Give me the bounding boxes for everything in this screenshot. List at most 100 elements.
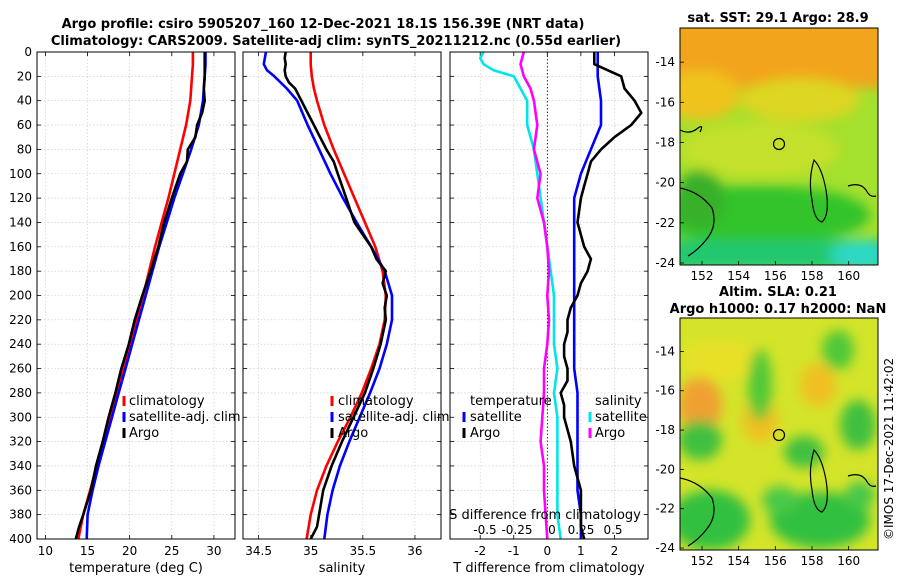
legend-satellite: satellite-adj. clim bbox=[338, 410, 450, 425]
x-tick-label: 1 bbox=[577, 544, 585, 558]
y-tick-label: 380 bbox=[9, 508, 32, 522]
series-line-s-diff-argo bbox=[519, 52, 551, 539]
y-tick-label: 120 bbox=[9, 191, 32, 205]
series-line-climatology bbox=[305, 52, 388, 539]
legend-argo: Argo bbox=[129, 426, 159, 441]
map-x-tick-label: 156 bbox=[764, 554, 787, 568]
legend-t-satellite: satellite bbox=[470, 410, 522, 425]
x-tick-label: 36 bbox=[407, 544, 422, 558]
y-tick-label: 300 bbox=[9, 410, 32, 424]
y-tick-label: 200 bbox=[9, 289, 32, 303]
map-y-tick-label: -16 bbox=[655, 95, 675, 109]
y-tick-label: 400 bbox=[9, 532, 32, 546]
map-y-tick-label: -18 bbox=[655, 135, 675, 149]
legend-t-argo: Argo bbox=[470, 426, 500, 441]
series-line-t-diff-argo bbox=[559, 52, 643, 539]
x-tick-label: 30 bbox=[206, 544, 221, 558]
y-tick-label: 0 bbox=[24, 45, 32, 59]
legend-s-satellite: satellite bbox=[595, 410, 647, 425]
x-tick-label: 0 bbox=[544, 544, 552, 558]
x-tick-label: 25 bbox=[164, 544, 179, 558]
sst-map-title: sat. SST: 29.1 Argo: 28.9 bbox=[687, 11, 868, 26]
x-tick-label: 15 bbox=[80, 544, 95, 558]
y-tick-label: 360 bbox=[9, 483, 32, 497]
sla-map-title: Altim. SLA: 0.21 bbox=[719, 285, 837, 300]
x-axis-label: T difference from climatology bbox=[452, 561, 645, 576]
map-y-tick-label: -24 bbox=[655, 256, 675, 270]
argo-marker-sst bbox=[772, 137, 786, 151]
y-tick-label: 340 bbox=[9, 459, 32, 473]
x-tick-label: 2 bbox=[611, 544, 619, 558]
y-tick-label: 320 bbox=[9, 435, 32, 449]
map-x-tick-label: 152 bbox=[691, 554, 714, 568]
y-tick-label: 160 bbox=[9, 240, 32, 254]
map-x-tick-label: 158 bbox=[801, 554, 824, 568]
x-tick-label: -1 bbox=[508, 544, 520, 558]
x-tick-label: -2 bbox=[474, 544, 486, 558]
secondary-axis-label: S difference from climatology bbox=[449, 508, 641, 523]
sst-map bbox=[680, 28, 878, 265]
legend-climatology: climatology bbox=[129, 394, 205, 409]
legend-satellite: satellite-adj. clim bbox=[129, 410, 241, 425]
map-y-tick-label: -14 bbox=[655, 344, 675, 358]
map-x-tick-label: 152 bbox=[691, 269, 714, 283]
map-x-tick-label: 158 bbox=[801, 269, 824, 283]
series-line-argo bbox=[283, 52, 389, 539]
salinity-legend: climatology satellite-adj. clim Argo bbox=[330, 394, 450, 441]
sst-map-axes: 152 154 156 158 160 -14 -16 -18 -20 -22 -24 bbox=[655, 55, 860, 283]
y-tick-label: 40 bbox=[17, 94, 32, 108]
legend-salinity-title: salinity bbox=[595, 394, 642, 409]
sla-map bbox=[680, 318, 878, 550]
x-axis-label: salinity bbox=[319, 561, 366, 576]
map-y-tick-label: -16 bbox=[655, 384, 675, 398]
map-x-tick-label: 154 bbox=[727, 269, 750, 283]
sla-map-subtitle: Argo h1000: 0.17 h2000: NaN bbox=[670, 302, 887, 317]
temperature-panel: 0 20 40 60 80 100 120 140 160 180 200 220 240 260 280 3… bbox=[9, 45, 236, 576]
map-x-tick-label: 154 bbox=[727, 554, 750, 568]
y-tick-label: 240 bbox=[9, 337, 32, 351]
s-tick: 0.25 bbox=[568, 523, 595, 537]
y-tick-label: 140 bbox=[9, 215, 32, 229]
y-tick-label: 60 bbox=[17, 118, 32, 132]
x-tick-label: 20 bbox=[122, 544, 137, 558]
difference-legend: temperature satellite Argo salinity sate… bbox=[462, 394, 647, 441]
y-tick-label: 100 bbox=[9, 167, 32, 181]
map-y-tick-label: -22 bbox=[655, 216, 675, 230]
map-y-tick-label: -20 bbox=[655, 176, 675, 190]
map-y-tick-label: -24 bbox=[655, 541, 675, 555]
map-x-tick-label: 160 bbox=[837, 554, 860, 568]
y-tick-label: 280 bbox=[9, 386, 32, 400]
difference-panel: -2 -1 0 1 2 T difference from climatology bbox=[449, 51, 649, 576]
sla-map-axes: 152 154 156 158 160 -14 -16 -18 -20 -22 -24 bbox=[655, 344, 860, 568]
x-tick-label: 10 bbox=[38, 544, 53, 558]
map-x-tick-label: 156 bbox=[764, 269, 787, 283]
salinity-panel: 34.5 35 35.5 36 salinity bbox=[242, 51, 442, 576]
map-y-tick-label: -22 bbox=[655, 502, 675, 516]
y-tick-label: 180 bbox=[9, 264, 32, 278]
legend-climatology: climatology bbox=[338, 394, 414, 409]
legend-temperature-title: temperature bbox=[470, 394, 552, 409]
argo-marker-sla bbox=[772, 428, 786, 442]
title-line-1: Argo profile: csiro 5905207_160 12-Dec-2… bbox=[62, 17, 585, 32]
x-tick-label: 35.5 bbox=[349, 544, 376, 558]
s-tick: -0.5 bbox=[473, 523, 496, 537]
temperature-legend: climatology satellite-adj. clim Argo bbox=[122, 394, 241, 441]
x-tick-label: 34.5 bbox=[245, 544, 272, 558]
map-y-tick-label: -14 bbox=[655, 55, 675, 69]
y-tick-label: 220 bbox=[9, 313, 32, 327]
s-tick: 0.5 bbox=[603, 523, 622, 537]
x-axis-label: temperature (deg C) bbox=[69, 561, 203, 576]
s-tick: 0 bbox=[548, 523, 556, 537]
series-line-argo bbox=[74, 52, 206, 539]
watermark: ©IMOS 17-Dec-2021 11:42:02 bbox=[882, 358, 896, 540]
y-tick-label: 260 bbox=[9, 362, 32, 376]
x-tick-label: 35 bbox=[303, 544, 318, 558]
s-tick: -0.25 bbox=[501, 523, 532, 537]
legend-s-argo: Argo bbox=[595, 426, 625, 441]
gridlines bbox=[37, 51, 235, 540]
title-line-2: Climatology: CARS2009. Satellite-adj cli… bbox=[51, 34, 621, 49]
map-y-tick-label: -20 bbox=[655, 462, 675, 476]
legend-argo: Argo bbox=[338, 426, 368, 441]
y-tick-label: 80 bbox=[17, 142, 32, 156]
